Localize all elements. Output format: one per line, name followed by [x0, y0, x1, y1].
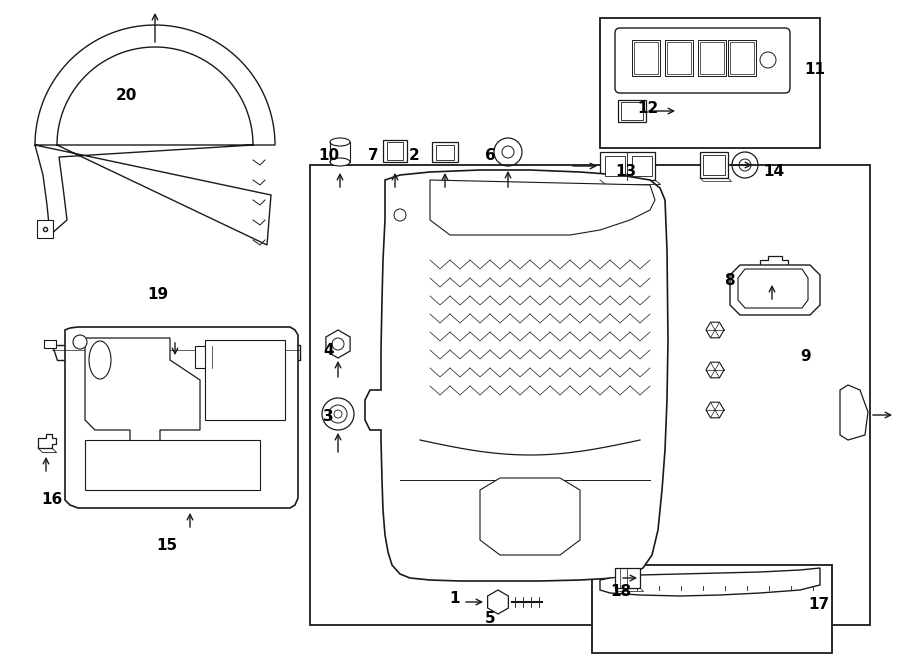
Bar: [600, 152, 655, 180]
Text: 5: 5: [485, 611, 496, 625]
Polygon shape: [35, 25, 275, 245]
Bar: [618, 100, 646, 122]
Bar: [37, 220, 53, 238]
Bar: [205, 340, 285, 420]
Bar: [665, 40, 693, 76]
Text: 18: 18: [610, 584, 632, 599]
Ellipse shape: [330, 158, 350, 166]
Bar: [700, 42, 724, 74]
Bar: [632, 156, 652, 176]
Text: 6: 6: [485, 148, 496, 163]
Bar: [600, 18, 820, 148]
Polygon shape: [38, 434, 56, 448]
Bar: [432, 142, 458, 162]
Text: 9: 9: [800, 350, 811, 364]
Text: 16: 16: [41, 492, 63, 506]
Text: 3: 3: [323, 409, 334, 424]
Polygon shape: [326, 330, 350, 358]
Bar: [605, 156, 625, 176]
Text: 11: 11: [804, 62, 825, 77]
Text: 12: 12: [637, 101, 659, 116]
Bar: [383, 140, 407, 162]
Bar: [700, 152, 728, 178]
Text: 1: 1: [449, 591, 460, 605]
Ellipse shape: [157, 462, 173, 478]
Text: 2: 2: [409, 148, 419, 163]
Bar: [632, 40, 660, 76]
Ellipse shape: [102, 442, 118, 458]
Bar: [310, 165, 870, 625]
Polygon shape: [85, 338, 200, 450]
Text: 13: 13: [615, 165, 636, 179]
Text: 20: 20: [115, 89, 137, 103]
Bar: [85, 440, 260, 490]
Ellipse shape: [73, 335, 87, 349]
Polygon shape: [480, 478, 580, 555]
Polygon shape: [52, 345, 300, 360]
Bar: [667, 42, 691, 74]
Polygon shape: [730, 265, 820, 315]
Text: 14: 14: [763, 165, 785, 179]
Text: 8: 8: [724, 274, 734, 288]
Text: 17: 17: [808, 598, 830, 612]
Polygon shape: [488, 590, 508, 614]
Polygon shape: [600, 568, 820, 596]
Text: 10: 10: [318, 148, 339, 163]
Bar: [703, 155, 725, 175]
Polygon shape: [840, 385, 868, 440]
Ellipse shape: [89, 341, 111, 379]
Bar: [698, 40, 726, 76]
Bar: [621, 102, 643, 120]
Bar: [195, 346, 230, 368]
Polygon shape: [430, 180, 655, 235]
FancyBboxPatch shape: [615, 28, 790, 93]
Ellipse shape: [330, 138, 350, 146]
Bar: [387, 142, 403, 160]
Bar: [436, 145, 454, 160]
Bar: [730, 42, 754, 74]
Text: 4: 4: [323, 343, 334, 358]
Text: 15: 15: [156, 538, 177, 553]
Bar: [44, 340, 56, 348]
Polygon shape: [365, 170, 668, 581]
Bar: [615, 568, 640, 588]
Bar: [634, 42, 658, 74]
Text: 7: 7: [368, 148, 379, 163]
Polygon shape: [65, 327, 298, 508]
Bar: [728, 40, 756, 76]
Text: 19: 19: [147, 287, 168, 301]
Bar: [592, 565, 832, 653]
Polygon shape: [760, 256, 788, 280]
Polygon shape: [738, 269, 808, 308]
